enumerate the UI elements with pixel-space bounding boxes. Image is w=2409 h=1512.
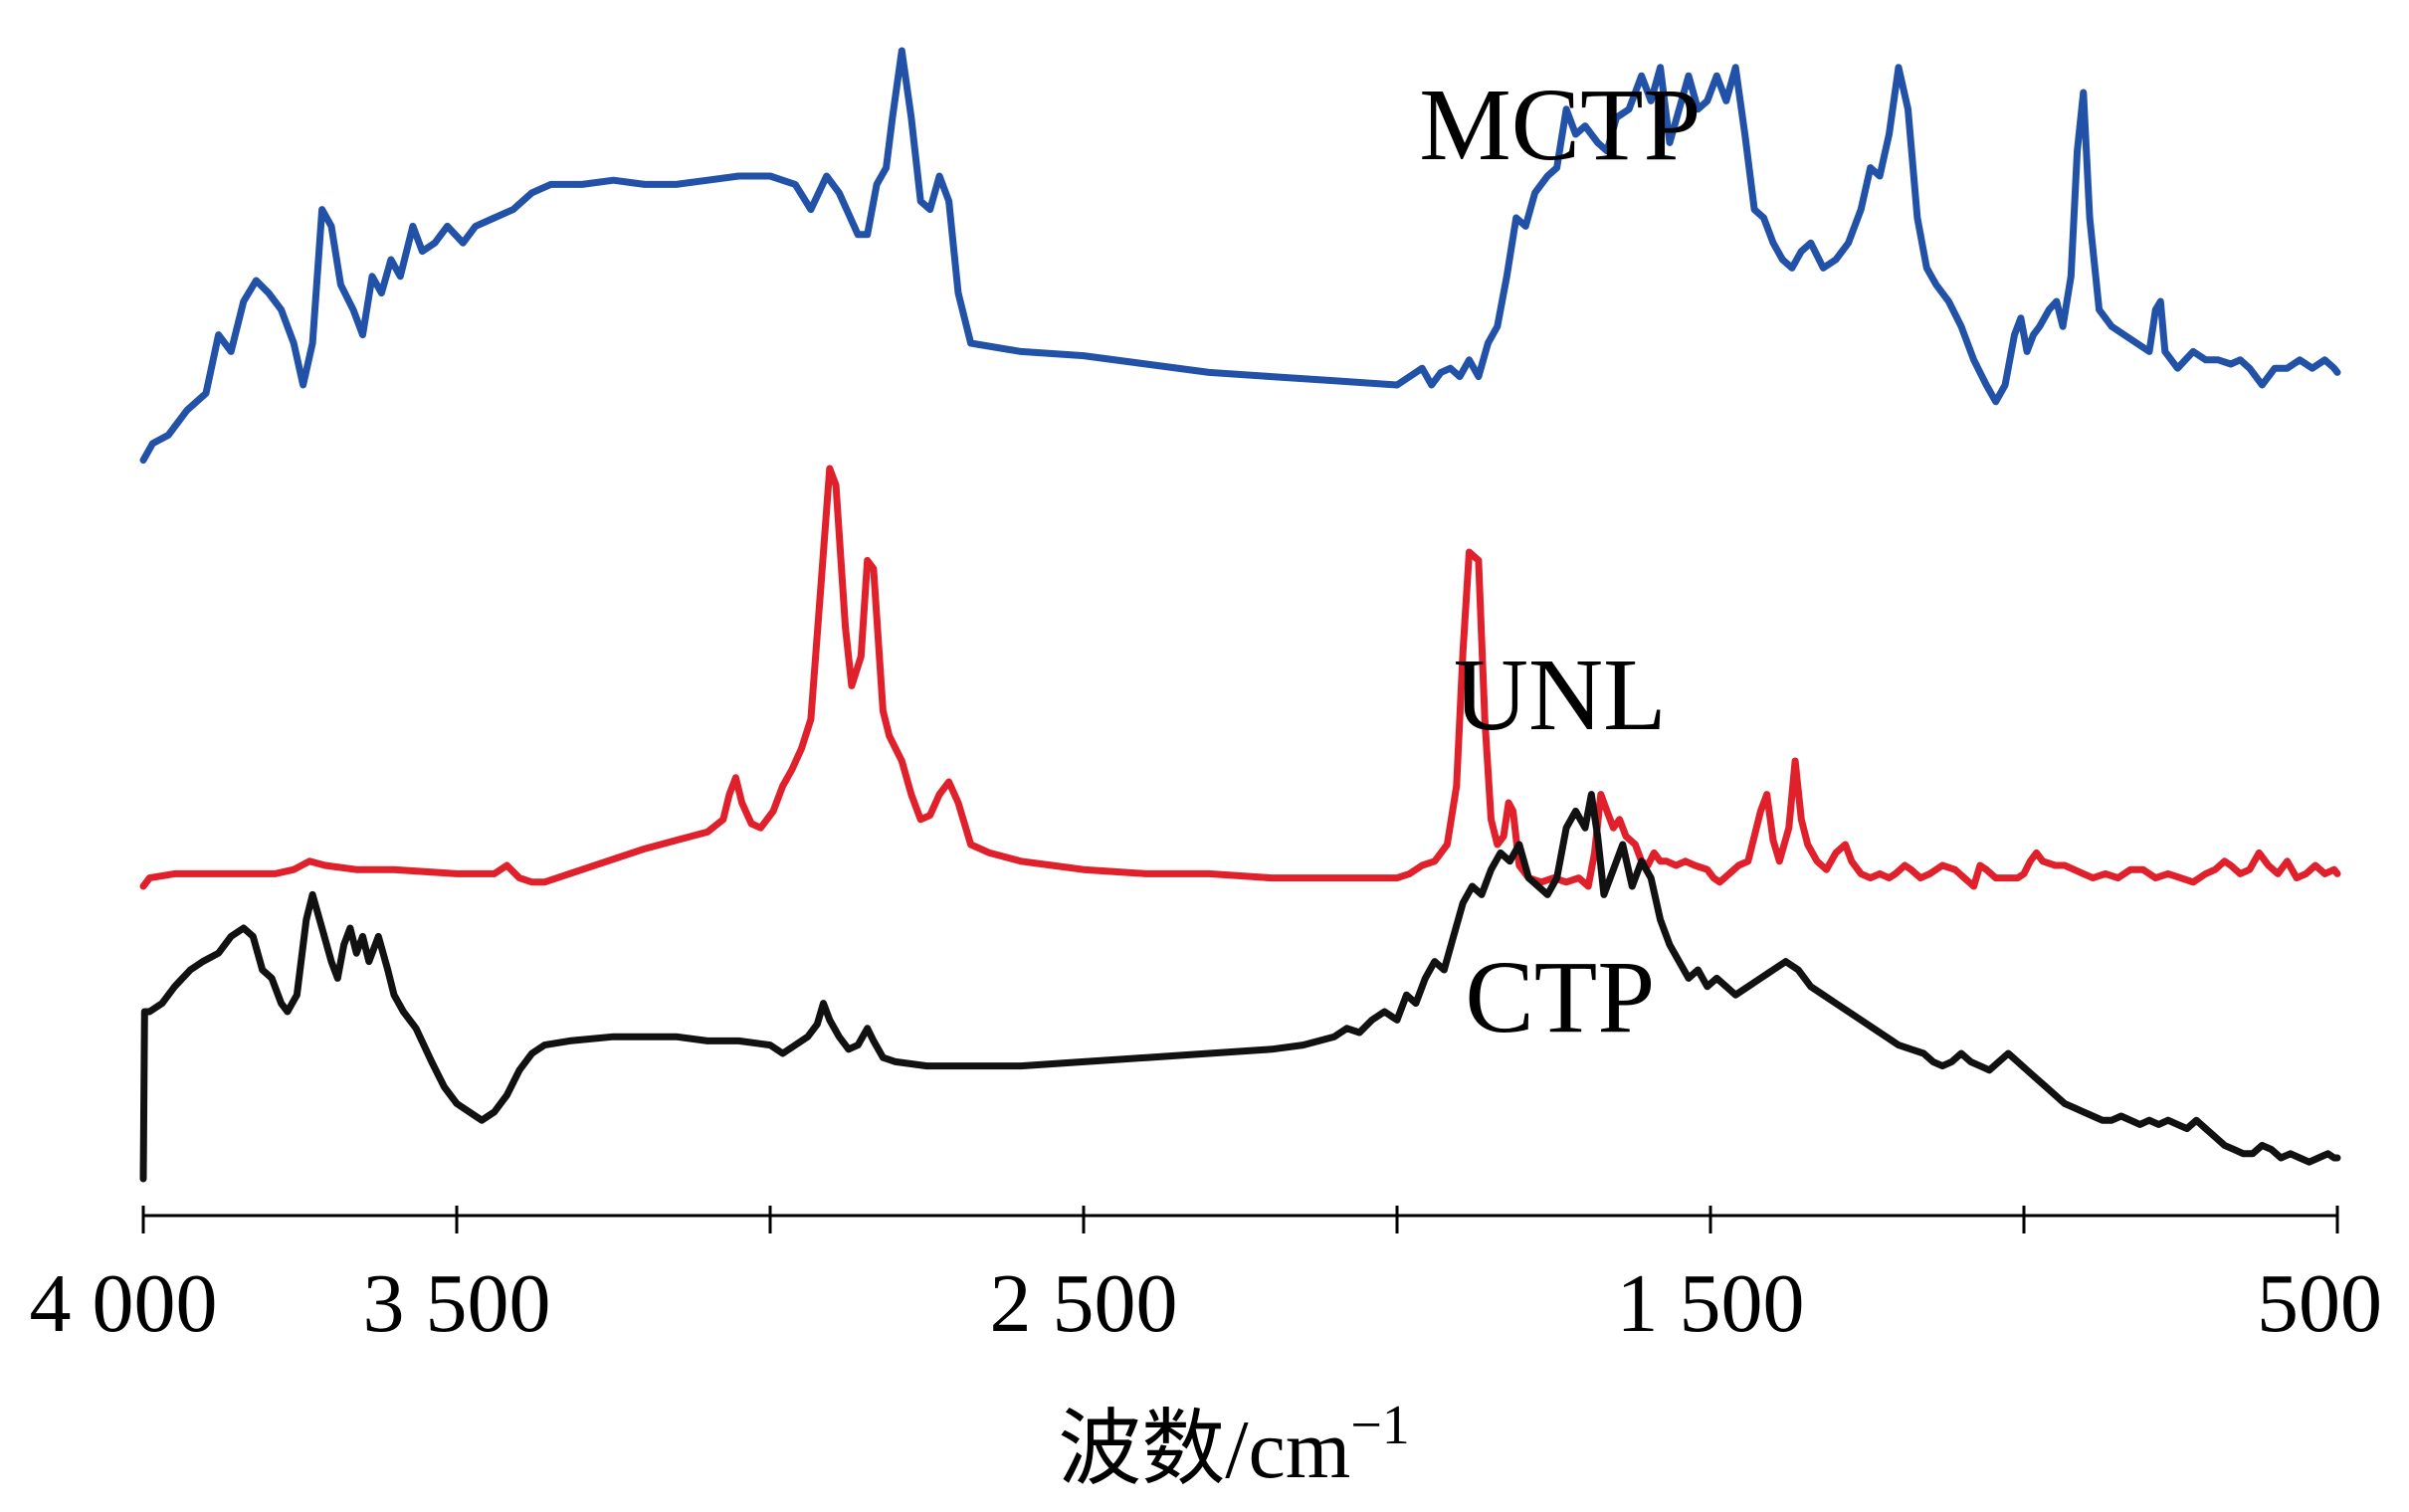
series-line-mctp <box>139 47 2341 465</box>
x-axis: 4 000 3 500 2 500 1 500 500 <box>30 1206 2382 1350</box>
x-tick-label-2500: 2 500 <box>990 1257 1178 1350</box>
series-line-unl <box>139 465 2341 890</box>
series-label-mctp: MCTP <box>1419 68 1701 182</box>
series-layer <box>139 47 2341 1183</box>
x-tick-label-4000: 4 000 <box>30 1257 218 1350</box>
x-axis-title-superscript: −1 <box>1350 1395 1410 1456</box>
x-axis-title-main: 波数/cm <box>1058 1404 1350 1496</box>
x-tick-label-1500: 1 500 <box>1617 1257 1805 1350</box>
series-label-ctp: CTP <box>1465 940 1655 1054</box>
x-tick-label-500: 500 <box>2257 1257 2382 1350</box>
x-tick-label-3500: 3 500 <box>363 1257 551 1350</box>
x-tick-layer: 4 000 3 500 2 500 1 500 500 <box>30 1206 2382 1350</box>
series-label-unl: UNL <box>1454 638 1667 752</box>
series-label-layer: MCTP UNL CTP <box>1419 68 1701 1054</box>
series-line-ctp <box>139 791 2341 1183</box>
x-axis-title: 波数/cm−1 <box>1058 1395 1410 1496</box>
